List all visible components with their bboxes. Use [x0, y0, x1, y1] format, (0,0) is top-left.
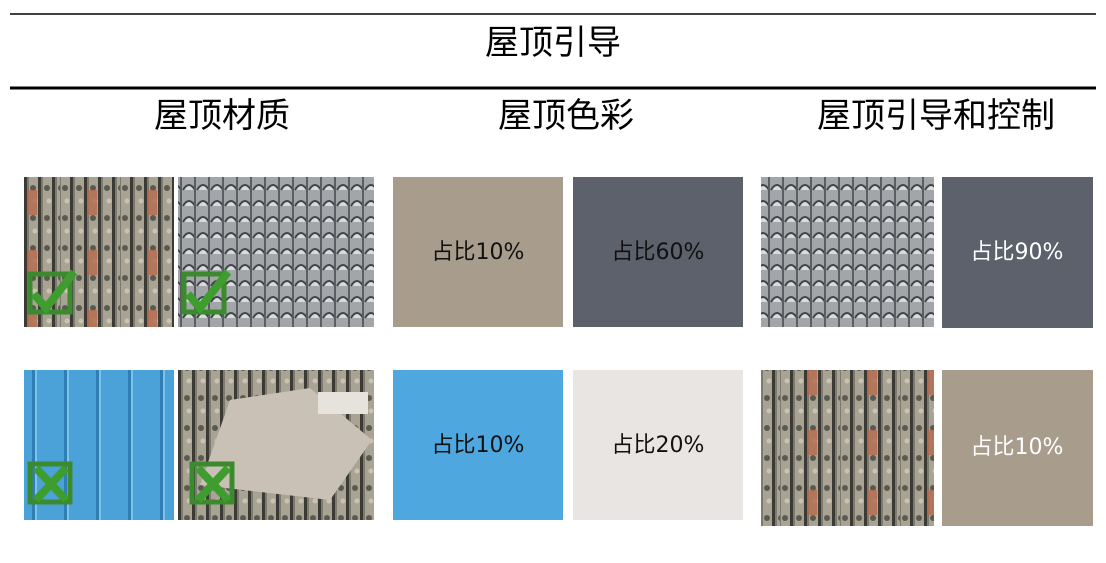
swatch-label: 占比60% [612, 240, 705, 265]
roof-image [178, 177, 374, 327]
color-swatch [393, 370, 563, 520]
swatch-label: 占比10% [432, 433, 525, 458]
roof-image [761, 177, 934, 327]
column-header: 屋顶色彩 [498, 96, 634, 136]
color-swatch [942, 177, 1093, 328]
color-swatch [942, 370, 1093, 526]
color-swatch [573, 177, 743, 327]
roof-image [178, 370, 374, 520]
swatch-label: 占比10% [971, 435, 1064, 460]
roof-image [761, 370, 934, 526]
title: 屋顶引导 [485, 23, 621, 63]
column-header: 屋顶引导和控制 [817, 96, 1055, 136]
swatch-label: 占比90% [971, 240, 1064, 265]
roof-image [24, 370, 174, 520]
color-swatch [393, 177, 563, 327]
color-swatch [573, 370, 743, 520]
column-header: 屋顶材质 [154, 96, 290, 136]
swatch-label: 占比10% [432, 240, 525, 265]
swatch-label: 占比20% [612, 433, 705, 458]
